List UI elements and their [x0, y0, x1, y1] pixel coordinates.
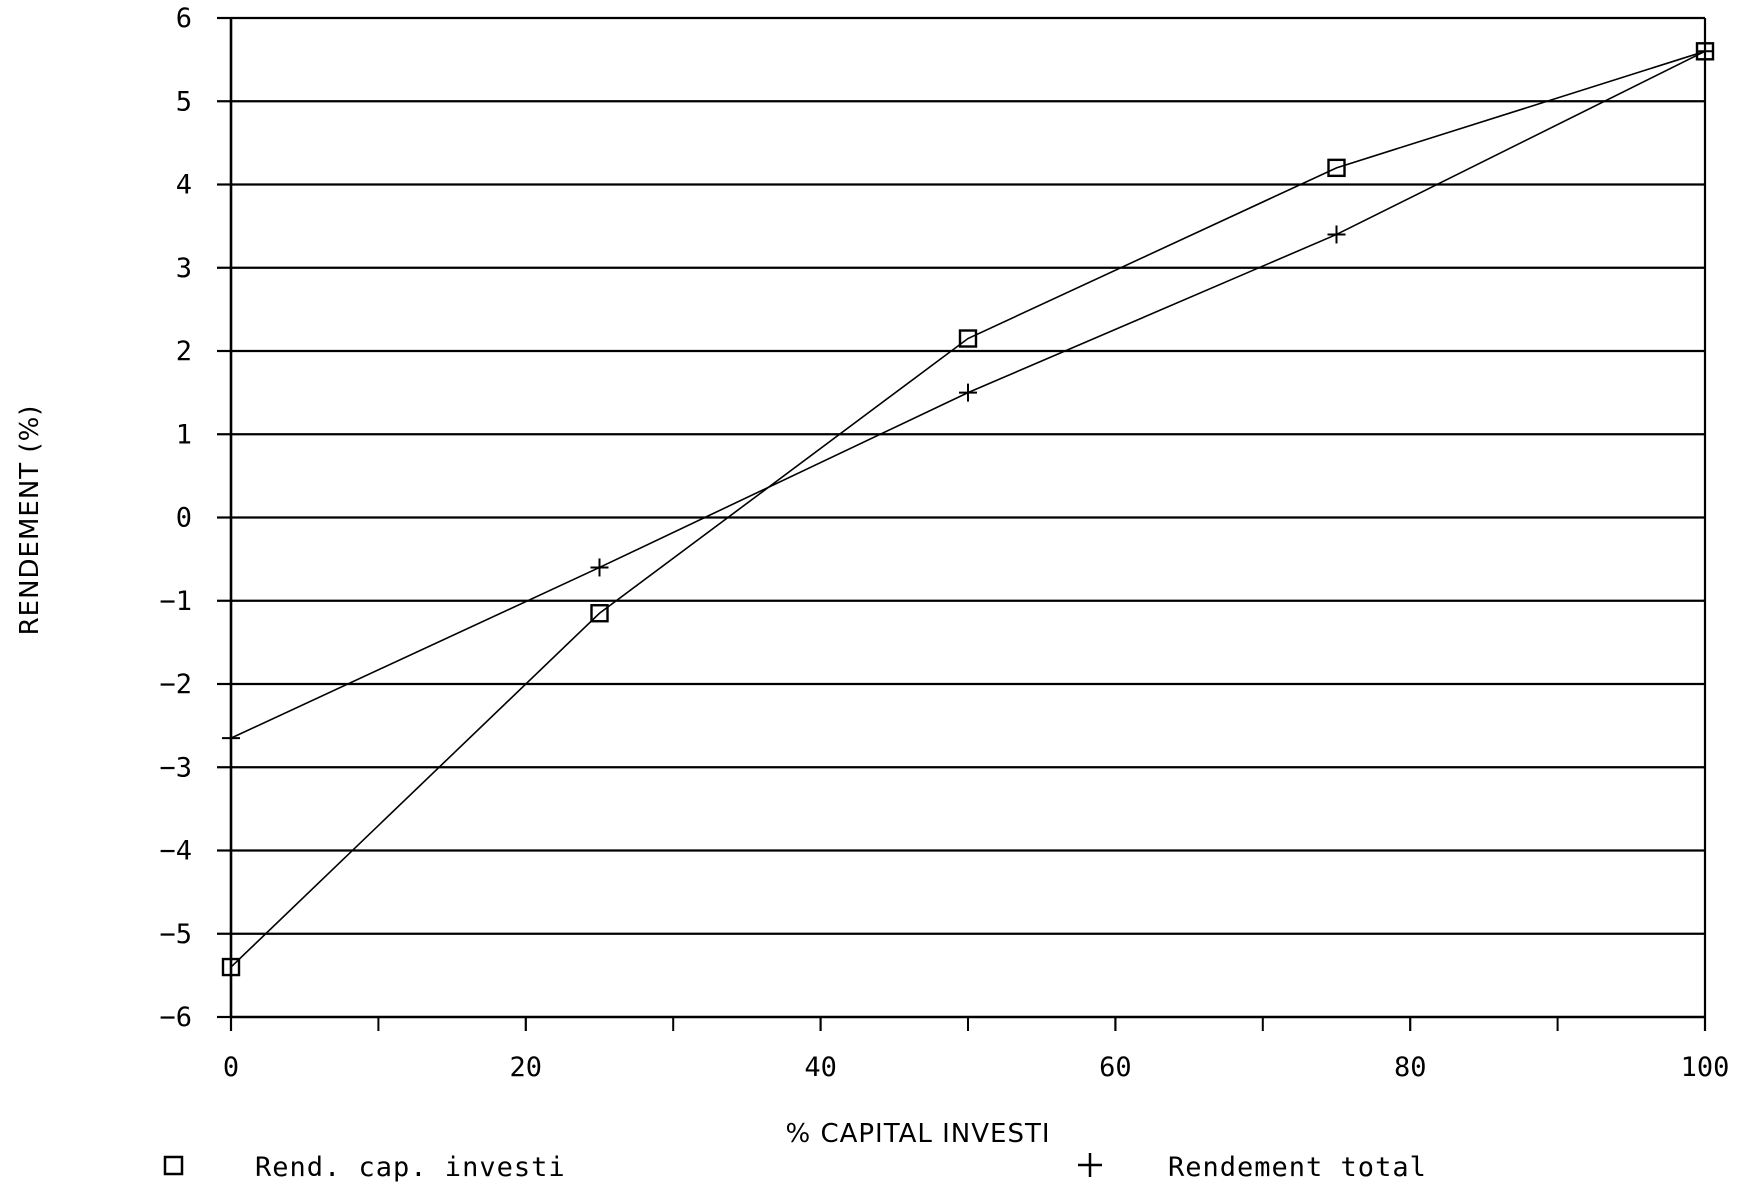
plus-marker	[1696, 42, 1714, 61]
plus-marker	[590, 558, 609, 577]
square-marker	[958, 329, 978, 348]
y-tick-label: −3	[159, 752, 192, 783]
y-tick-label: 0	[176, 503, 192, 534]
square-marker	[221, 957, 241, 977]
series-lines	[230, 50, 1706, 968]
square-marker	[590, 604, 609, 623]
y-tick-label: 4	[176, 170, 192, 201]
y-tick-label: −6	[159, 1002, 192, 1033]
square-marker	[1327, 158, 1346, 178]
x-axis-title: % CAPITAL INVESTI	[785, 1119, 1050, 1149]
x-tick-label: 60	[1099, 1052, 1132, 1083]
x-ticks: 0 20 40 60 80 100	[223, 1017, 1730, 1083]
y-tick-label: −2	[159, 669, 192, 700]
y-ticks: −6 −5 −4 −3 −2 −1 0 1 2 3 4 5 6	[159, 3, 231, 1033]
y-tick-label: 2	[176, 336, 192, 367]
legend-label-series-2: Rendement total	[1168, 1152, 1427, 1183]
plus-marker	[959, 383, 977, 402]
x-tick-label: 100	[1681, 1052, 1730, 1083]
series-line-1	[230, 50, 1706, 968]
x-tick-label: 20	[510, 1052, 543, 1083]
legend-square-icon	[163, 1155, 184, 1176]
y-tick-label: 3	[176, 253, 192, 284]
y-axis-title: RENDEMENT (%)	[15, 405, 45, 636]
y-tick-label: −5	[159, 919, 192, 950]
data-markers	[221, 42, 1715, 977]
y-tick-label: 6	[176, 3, 192, 34]
legend-plus-icon	[1078, 1153, 1102, 1177]
plus-marker	[222, 729, 240, 748]
y-tick-label: −4	[159, 836, 192, 867]
y-tick-label: 5	[176, 86, 192, 117]
x-tick-label: 80	[1394, 1052, 1427, 1083]
legend-label-series-1: Rend. cap. investi	[255, 1152, 566, 1183]
legend: Rend. cap. investi Rendement total	[163, 1152, 1427, 1183]
x-tick-label: 0	[223, 1052, 239, 1083]
plus-marker	[1327, 225, 1346, 244]
x-tick-label: 40	[804, 1052, 837, 1083]
y-tick-label: 1	[176, 419, 192, 450]
y-tick-label: −1	[159, 586, 192, 617]
grid-lines	[231, 16, 1705, 935]
